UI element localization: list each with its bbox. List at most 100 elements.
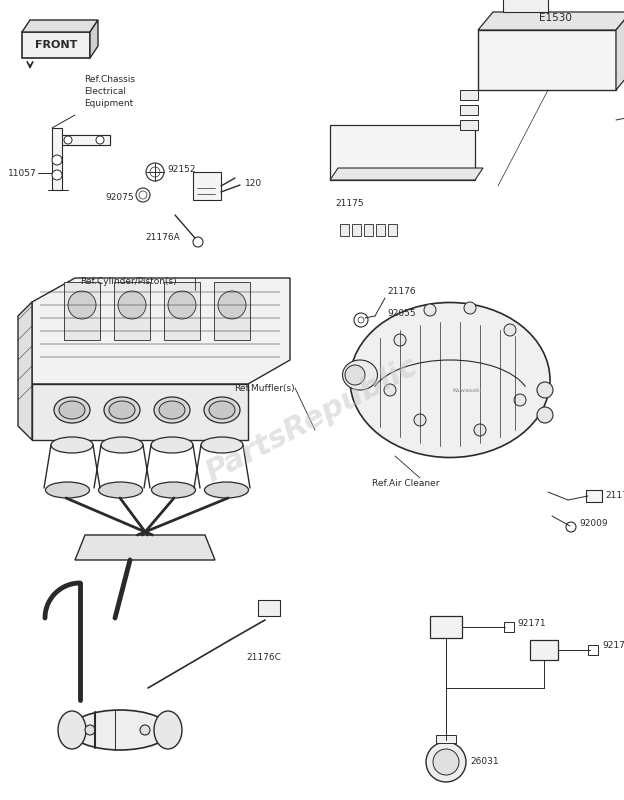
Text: E1530: E1530 bbox=[539, 13, 572, 23]
Circle shape bbox=[537, 382, 553, 398]
Bar bbox=[460, 90, 478, 100]
Polygon shape bbox=[52, 128, 110, 190]
Circle shape bbox=[136, 188, 150, 202]
Text: 92171: 92171 bbox=[517, 618, 545, 627]
Circle shape bbox=[85, 725, 95, 735]
Circle shape bbox=[218, 291, 246, 319]
Text: Ref.Air Cleaner: Ref.Air Cleaner bbox=[372, 479, 439, 489]
Circle shape bbox=[394, 334, 406, 346]
Circle shape bbox=[354, 313, 368, 327]
Ellipse shape bbox=[101, 437, 143, 453]
Circle shape bbox=[504, 324, 516, 336]
Text: 92171: 92171 bbox=[602, 642, 624, 650]
Text: Ref.Cylinder/Piston(s): Ref.Cylinder/Piston(s) bbox=[80, 278, 177, 286]
Polygon shape bbox=[22, 32, 90, 58]
Text: 21175: 21175 bbox=[335, 199, 364, 209]
Polygon shape bbox=[214, 282, 250, 340]
Circle shape bbox=[426, 742, 466, 782]
Bar bbox=[586, 490, 602, 502]
Text: Ref.Muffler(s): Ref.Muffler(s) bbox=[234, 383, 295, 393]
Circle shape bbox=[146, 163, 164, 181]
Circle shape bbox=[566, 522, 576, 532]
Circle shape bbox=[414, 414, 426, 426]
Text: 11057: 11057 bbox=[8, 169, 37, 178]
Bar bbox=[460, 105, 478, 115]
Ellipse shape bbox=[70, 710, 170, 750]
Circle shape bbox=[514, 394, 526, 406]
Text: Kawasaki: Kawasaki bbox=[452, 387, 482, 393]
Circle shape bbox=[424, 304, 436, 316]
Polygon shape bbox=[478, 12, 624, 30]
Ellipse shape bbox=[51, 437, 93, 453]
Text: FRONT: FRONT bbox=[35, 40, 77, 50]
Circle shape bbox=[384, 384, 396, 396]
Text: 92055: 92055 bbox=[387, 310, 416, 318]
Bar bbox=[352, 224, 361, 236]
Ellipse shape bbox=[151, 437, 193, 453]
Text: Electrical: Electrical bbox=[84, 87, 126, 97]
Circle shape bbox=[68, 291, 96, 319]
Bar bbox=[340, 224, 349, 236]
Text: 26031: 26031 bbox=[470, 758, 499, 766]
Text: 21176C: 21176C bbox=[246, 654, 281, 662]
Polygon shape bbox=[164, 282, 200, 340]
Ellipse shape bbox=[205, 482, 248, 498]
Circle shape bbox=[118, 291, 146, 319]
Bar bbox=[258, 600, 280, 616]
Bar bbox=[376, 224, 385, 236]
Bar bbox=[478, 30, 616, 90]
Ellipse shape bbox=[46, 482, 89, 498]
Polygon shape bbox=[616, 12, 624, 90]
Text: 21176A: 21176A bbox=[145, 234, 180, 242]
Bar bbox=[62, 135, 110, 145]
Bar bbox=[530, 640, 558, 660]
Bar bbox=[388, 224, 397, 236]
Circle shape bbox=[433, 749, 459, 775]
Ellipse shape bbox=[209, 401, 235, 419]
Text: 21176: 21176 bbox=[387, 287, 416, 297]
Circle shape bbox=[64, 136, 72, 144]
Ellipse shape bbox=[58, 711, 86, 749]
Ellipse shape bbox=[54, 397, 90, 423]
Text: PartsRepublic: PartsRepublic bbox=[201, 352, 423, 488]
Circle shape bbox=[168, 291, 196, 319]
Ellipse shape bbox=[99, 482, 142, 498]
Polygon shape bbox=[114, 282, 150, 340]
Circle shape bbox=[345, 365, 365, 385]
Polygon shape bbox=[32, 384, 248, 440]
Ellipse shape bbox=[343, 360, 378, 390]
Circle shape bbox=[52, 170, 62, 180]
Circle shape bbox=[474, 424, 486, 436]
Bar bbox=[503, 0, 548, 12]
Circle shape bbox=[139, 191, 147, 199]
Bar bbox=[330, 125, 475, 180]
Circle shape bbox=[140, 725, 150, 735]
Text: 92152: 92152 bbox=[167, 165, 195, 174]
Bar bbox=[193, 172, 221, 200]
Polygon shape bbox=[75, 535, 215, 560]
Ellipse shape bbox=[104, 397, 140, 423]
Bar bbox=[504, 622, 514, 632]
Text: 92009: 92009 bbox=[579, 519, 608, 529]
Circle shape bbox=[193, 237, 203, 247]
Bar bbox=[460, 120, 478, 130]
Polygon shape bbox=[22, 20, 98, 32]
Ellipse shape bbox=[152, 482, 195, 498]
Text: 21176B: 21176B bbox=[605, 491, 624, 501]
Ellipse shape bbox=[204, 397, 240, 423]
Polygon shape bbox=[330, 168, 483, 180]
Circle shape bbox=[150, 167, 160, 177]
Ellipse shape bbox=[350, 302, 550, 458]
Circle shape bbox=[52, 155, 62, 165]
Ellipse shape bbox=[159, 401, 185, 419]
Polygon shape bbox=[18, 302, 32, 440]
Text: Ref.Chassis: Ref.Chassis bbox=[84, 75, 135, 85]
Circle shape bbox=[96, 136, 104, 144]
Ellipse shape bbox=[201, 437, 243, 453]
Polygon shape bbox=[90, 20, 98, 58]
Ellipse shape bbox=[59, 401, 85, 419]
Circle shape bbox=[464, 302, 476, 314]
Text: 92075: 92075 bbox=[105, 193, 134, 202]
Bar bbox=[588, 645, 598, 655]
Ellipse shape bbox=[154, 397, 190, 423]
